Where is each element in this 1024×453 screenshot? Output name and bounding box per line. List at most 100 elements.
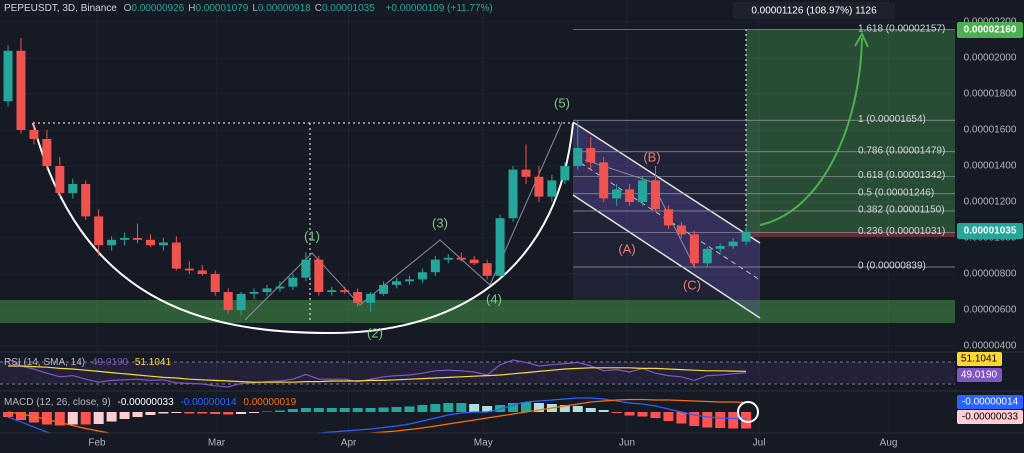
price-badge (957, 223, 1023, 239)
grid (0, 0, 955, 433)
macd-bar (365, 408, 376, 412)
macd-bar (3, 412, 14, 417)
macd-bar (28, 412, 39, 423)
candle-body (81, 184, 91, 217)
wave-label: (2) (367, 325, 383, 340)
candle-body (404, 279, 414, 282)
candle-body (223, 292, 233, 311)
macd-bar (624, 412, 635, 416)
macd-bar (676, 412, 687, 424)
rsi-badge (957, 368, 1002, 382)
support-zone (0, 300, 955, 323)
highlight-circle (737, 401, 759, 423)
candle-body (650, 180, 660, 210)
macd-bar (197, 412, 208, 414)
candle-body (560, 165, 570, 181)
ohlc: O0.00000926 H0.00001079 L0.00000918 C0.0000… (124, 3, 379, 14)
candle-body (482, 263, 492, 276)
ohlc-value: 0.00000926 (131, 3, 185, 14)
macd-bar (106, 412, 117, 422)
candle-body (663, 209, 673, 226)
candle-body (107, 239, 117, 246)
rsi-badge-text: 49.0190 (961, 370, 998, 381)
macd-value: -0.00000014 (180, 397, 237, 408)
x-tick-label: Jun (619, 438, 635, 449)
target-zone (746, 29, 955, 232)
macd-bar (572, 406, 583, 412)
marks (0, 29, 955, 433)
macd-bar (15, 412, 26, 420)
candle-body (366, 293, 376, 303)
macd-title: MACD (12, 26, close, 9) (4, 397, 111, 408)
macd-bar (262, 411, 273, 412)
x-tick-label: Mar (208, 438, 226, 449)
macd-bar (287, 409, 298, 412)
macd-badge (957, 395, 1023, 409)
rsi-value: 49.0190 (91, 357, 129, 368)
candle-body (16, 50, 26, 130)
fib-label: 0.786 (0.00001479) (858, 145, 945, 156)
candle-body (430, 259, 440, 273)
rsi-sma-value: 51.1041 (134, 357, 172, 368)
macd-bar (236, 412, 247, 414)
macd-bar (404, 406, 415, 412)
measure-label: 0.00001126 (108.97%) 1126 (751, 6, 877, 17)
macd-bar (391, 407, 402, 412)
rsi-title: RSI (14, SMA, 14) (4, 357, 86, 368)
macd-bar (417, 405, 428, 412)
arrow-head (854, 31, 869, 48)
macd-bar (469, 404, 480, 412)
candle-body (262, 288, 272, 293)
candles (3, 38, 751, 316)
wave-label: (3) (432, 215, 448, 230)
candle-body (288, 277, 298, 287)
macd-bar (585, 408, 596, 412)
wave-lines (244, 121, 563, 321)
macd-badge-text: -0.00000033 (962, 412, 1019, 423)
x-tick-label: Feb (88, 438, 106, 449)
candle-body (314, 259, 324, 293)
candle-body (599, 162, 609, 199)
y-tick-label: 0.00002000 (964, 53, 1017, 64)
macd-badge (957, 410, 1023, 424)
macd-bar (728, 412, 739, 429)
fib-label: 0.618 (0.00001342) (858, 170, 945, 181)
y-tick-label: 0.00001800 (964, 89, 1017, 100)
ohlc-key: L (252, 3, 258, 14)
candle-body (133, 238, 143, 240)
candle-body (417, 272, 427, 280)
header: PEPEUSDT, 3D, Binance O0.00000926 H0.0000… (4, 3, 497, 14)
y-tick-label: 0.00001600 (964, 125, 1017, 136)
macd-bar (482, 406, 493, 412)
candle-body (638, 180, 648, 203)
cup-curve (32, 122, 574, 335)
macd-bar (223, 412, 234, 415)
wave-label: (C) (683, 277, 701, 292)
candle-body (55, 165, 65, 194)
macd-bar (559, 405, 570, 412)
channel-bottom (572, 194, 761, 319)
rsi-legend: RSI (14, SMA, 14) 49.0190 51.1041 (4, 357, 175, 368)
fib-label: 0.5 (0.00001246) (858, 187, 934, 198)
candle-body (534, 176, 544, 197)
macd-bar (249, 412, 260, 413)
macd-bar (508, 403, 519, 412)
macd-bar (598, 410, 609, 412)
fib-label: 0.236 (0.00001031) (858, 226, 945, 237)
macd-bar (41, 412, 52, 425)
candle-body (715, 246, 725, 249)
target-arrow (759, 37, 863, 226)
wave-label: (A) (618, 241, 635, 256)
candle-body (3, 50, 13, 102)
macd-bar (520, 402, 531, 412)
macd-bar (637, 412, 648, 417)
candle-body (171, 242, 181, 269)
candle-body (327, 290, 337, 293)
macd-bar (119, 412, 130, 419)
macd-bar (352, 408, 363, 412)
price-badge-text: 0.00002160 (964, 25, 1017, 36)
x-tick-label: Apr (341, 438, 357, 449)
candle-body (29, 129, 39, 139)
rsi-badge (957, 352, 1002, 366)
